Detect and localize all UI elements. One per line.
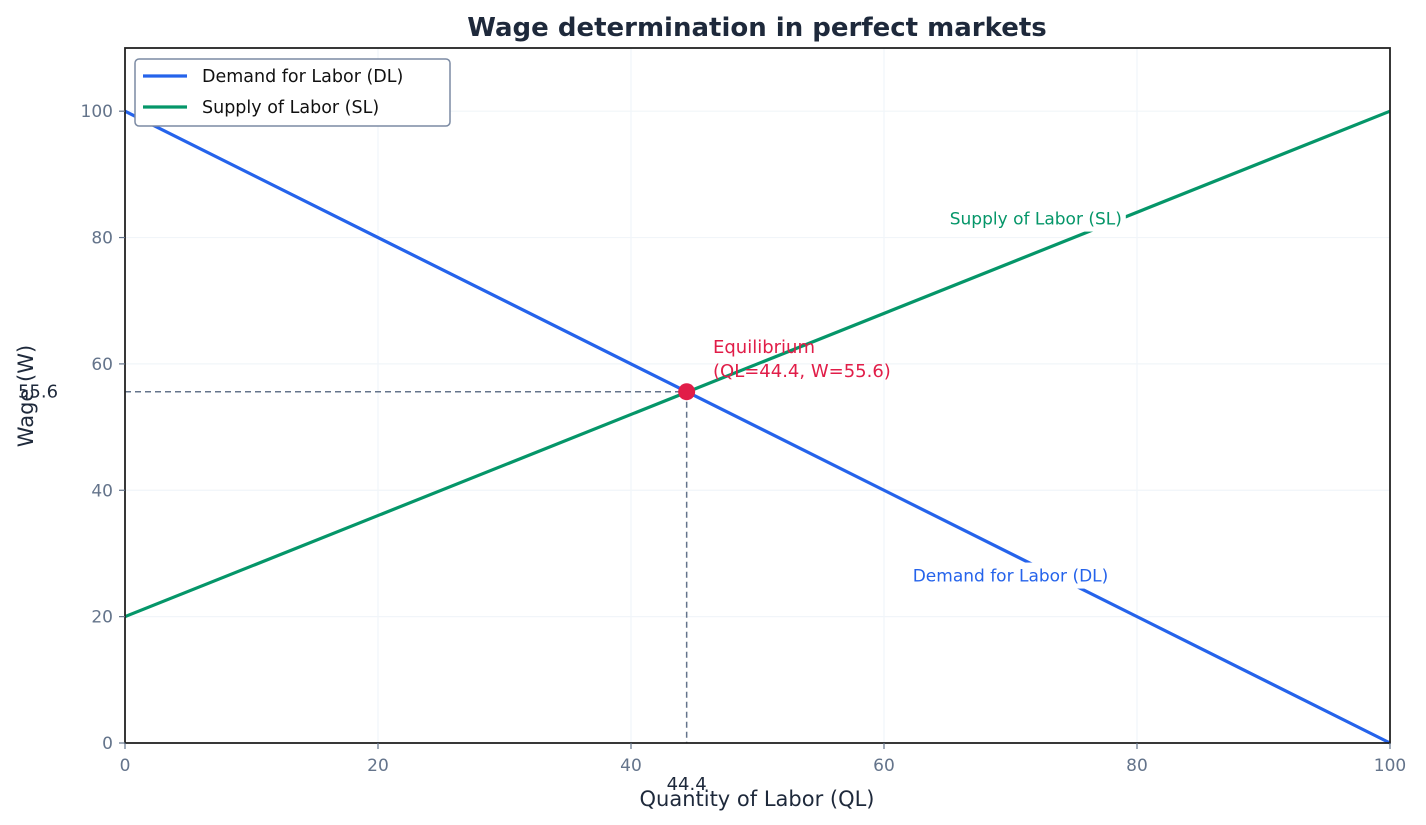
equilibrium-label: Equilibrium — [713, 337, 815, 358]
annotation-label: Demand for Labor (DL) — [913, 567, 1109, 587]
x-tick-label: 40 — [620, 756, 642, 776]
legend-label: Supply of Labor (SL) — [202, 98, 379, 118]
annotation-bg — [916, 562, 1105, 589]
axes: 0 20 40 60 80 100 0 20 40 60 80 100 Quantity of Labo… — [14, 47, 1406, 811]
annotations: Supply of Labor (SL) Demand for Labor (DL… — [678, 205, 1126, 589]
y-tick-label: 80 — [91, 229, 113, 249]
x-axis-label: Quantity of Labor (QL) — [639, 787, 874, 811]
annotation-label: Supply of Labor (SL) — [950, 210, 1122, 230]
series-line — [124, 109, 1391, 619]
legend-box — [134, 58, 451, 127]
y-tick-label: 20 — [91, 608, 113, 628]
series-line — [124, 109, 1391, 745]
x-tick-label: 0 — [120, 756, 131, 776]
y-tick-label: 0 — [102, 734, 113, 754]
equilibrium-y-label: 55.6 — [18, 382, 58, 403]
equilibrium-guides — [125, 390, 688, 743]
y-axis-label: Wage (W) — [14, 345, 38, 447]
grid — [124, 48, 1391, 744]
chart-title: Wage determination in perfect markets — [467, 13, 1047, 43]
y-tick-label: 100 — [81, 102, 113, 122]
y-tick-label: 60 — [91, 355, 113, 375]
x-tick-label: 20 — [367, 756, 389, 776]
plot-frame — [124, 47, 1391, 744]
legend: Demand for Labor (DL) Supply of Labor (SL… — [134, 58, 451, 127]
x-tick-label: 80 — [1126, 756, 1148, 776]
y-tick-label: 40 — [91, 481, 113, 501]
equilibrium-point — [678, 383, 696, 401]
x-tick-label: 100 — [1374, 756, 1406, 776]
equilibrium-x-label: 44.4 — [667, 774, 707, 795]
equilibrium-coords: (QL=44.4, W=55.6) — [713, 361, 891, 382]
x-tick-label: 60 — [873, 756, 895, 776]
series-lines — [124, 109, 1391, 745]
legend-label: Demand for Labor (DL) — [202, 67, 403, 87]
annotation-bg — [945, 205, 1126, 232]
